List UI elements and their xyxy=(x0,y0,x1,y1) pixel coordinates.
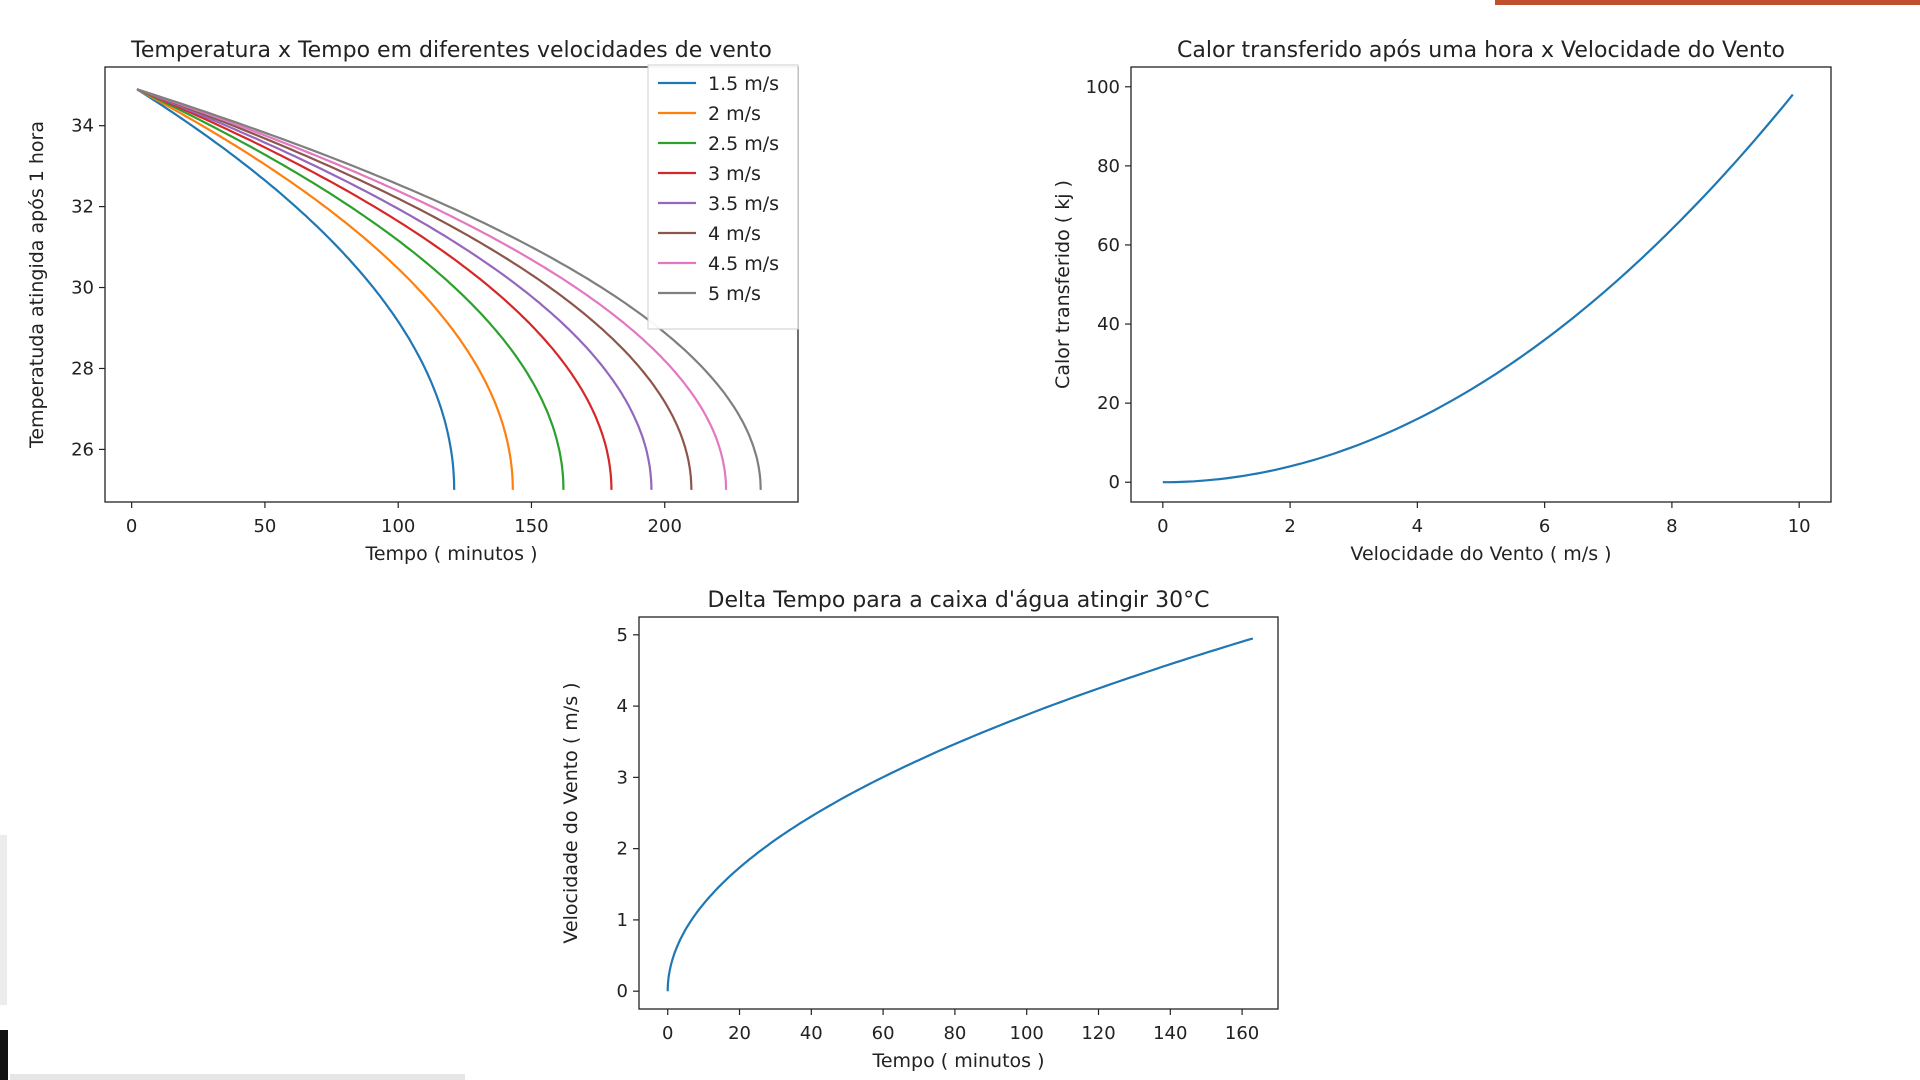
series-line xyxy=(1162,93,1794,484)
y-tick-label: 60 xyxy=(1097,235,1120,256)
x-tick-label: 120 xyxy=(1081,1023,1115,1044)
x-tick-label: 8 xyxy=(1666,516,1677,537)
background-window-edge xyxy=(0,1030,8,1080)
chart-heat-vs-wind: Calor transferido após uma hora x Veloci… xyxy=(1052,38,1832,565)
x-tick-label: 4 xyxy=(1412,516,1423,537)
x-tick-label: 0 xyxy=(1157,516,1168,537)
chart-temperature-vs-time: Temperatura x Tempo em diferentes veloci… xyxy=(26,38,799,565)
series-line xyxy=(136,88,456,490)
series-line xyxy=(136,88,613,490)
x-axis-label: Velocidade do Vento ( m/s ) xyxy=(1350,543,1611,565)
x-tick-label: 10 xyxy=(1788,516,1811,537)
y-tick-label: 100 xyxy=(1086,77,1120,98)
y-tick-label: 26 xyxy=(71,439,94,460)
y-tick-label: 3 xyxy=(617,767,628,788)
series-line xyxy=(136,88,514,490)
y-tick-label: 34 xyxy=(71,116,94,137)
y-tick-label: 0 xyxy=(1109,472,1120,493)
y-axis-label: Velocidade do Vento ( m/s ) xyxy=(560,682,582,943)
x-tick-label: 6 xyxy=(1539,516,1550,537)
legend-label: 2 m/s xyxy=(708,103,761,125)
y-tick-label: 0 xyxy=(617,981,628,1002)
x-tick-label: 100 xyxy=(1010,1023,1044,1044)
x-tick-label: 60 xyxy=(872,1023,895,1044)
series-line xyxy=(666,637,1254,992)
y-tick-label: 28 xyxy=(71,358,94,379)
y-tick-label: 40 xyxy=(1097,314,1120,335)
top-accent-bar xyxy=(1495,0,1920,5)
x-tick-label: 100 xyxy=(381,516,415,537)
y-tick-label: 4 xyxy=(617,696,628,717)
y-tick-label: 5 xyxy=(617,625,628,646)
series-line xyxy=(136,88,728,490)
chart-delta-time: Delta Tempo para a caixa d'água atingir … xyxy=(560,588,1279,1072)
legend-box xyxy=(647,64,799,330)
series-line xyxy=(136,88,693,490)
chart-title: Calor transferido após uma hora x Veloci… xyxy=(1177,38,1785,63)
y-axis-label: Temperatuda atingida após 1 hora xyxy=(26,121,48,449)
chart-title: Temperatura x Tempo em diferentes veloci… xyxy=(130,38,772,63)
y-tick-label: 32 xyxy=(71,197,94,218)
x-tick-label: 50 xyxy=(253,516,276,537)
series-line xyxy=(136,88,653,490)
legend-label: 3.5 m/s xyxy=(708,193,779,215)
x-tick-label: 0 xyxy=(126,516,137,537)
legend-label: 3 m/s xyxy=(708,163,761,185)
x-tick-label: 150 xyxy=(514,516,548,537)
x-tick-label: 0 xyxy=(662,1023,673,1044)
x-tick-label: 140 xyxy=(1153,1023,1187,1044)
y-tick-label: 2 xyxy=(617,839,628,860)
y-axis-label: Calor transferido ( kj ) xyxy=(1052,180,1074,389)
series-line xyxy=(136,88,565,490)
x-tick-label: 80 xyxy=(943,1023,966,1044)
x-tick-label: 200 xyxy=(648,516,682,537)
y-tick-label: 30 xyxy=(71,278,94,299)
background-window-fragment xyxy=(0,835,7,1005)
x-axis-label: Tempo ( minutos ) xyxy=(871,1050,1044,1072)
x-tick-label: 20 xyxy=(728,1023,751,1044)
plot-frame xyxy=(1130,66,1832,503)
series-line xyxy=(136,88,762,490)
legend-label: 5 m/s xyxy=(708,283,761,305)
legend-label: 4 m/s xyxy=(708,223,761,245)
plot-frame xyxy=(638,616,1279,1010)
legend-label: 1.5 m/s xyxy=(708,73,779,95)
x-tick-label: 160 xyxy=(1225,1023,1259,1044)
background-window-bottom xyxy=(10,1074,465,1080)
chart-title: Delta Tempo para a caixa d'água atingir … xyxy=(708,588,1210,613)
legend-label: 2.5 m/s xyxy=(708,133,779,155)
y-tick-label: 1 xyxy=(617,910,628,931)
x-tick-label: 40 xyxy=(800,1023,823,1044)
y-tick-label: 80 xyxy=(1097,156,1120,177)
y-tick-label: 20 xyxy=(1097,393,1120,414)
legend-label: 4.5 m/s xyxy=(708,253,779,275)
x-axis-label: Tempo ( minutos ) xyxy=(364,543,537,565)
x-tick-label: 2 xyxy=(1284,516,1295,537)
